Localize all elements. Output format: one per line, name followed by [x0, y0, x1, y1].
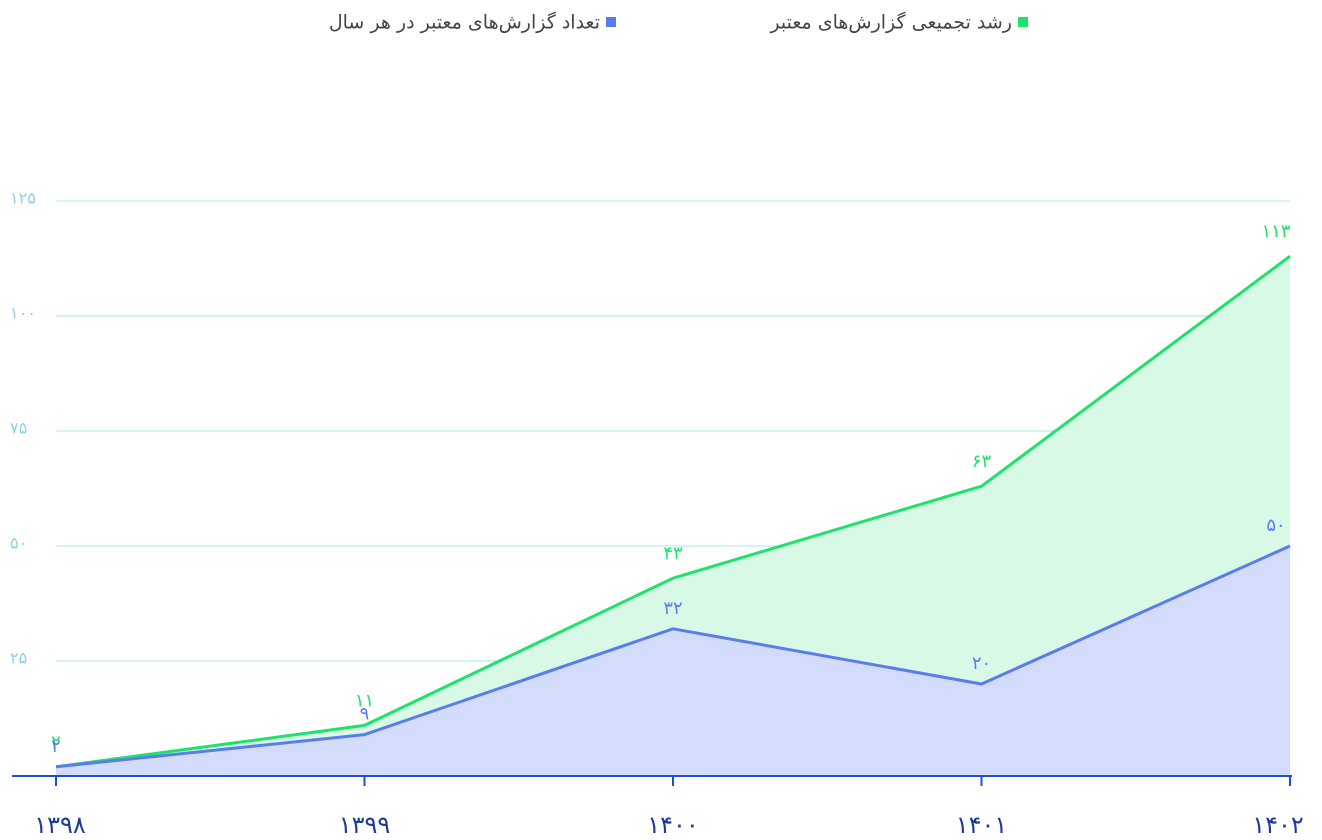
data-label: ۱۱	[355, 690, 374, 711]
y-tick-label: ۷۵	[10, 419, 27, 438]
legend-swatch	[1018, 17, 1028, 27]
legend-swatch	[606, 17, 616, 27]
data-label: ۱۱۳	[1261, 221, 1290, 242]
data-label: ۲	[51, 736, 61, 757]
data-label: ۲۰	[972, 653, 991, 674]
series-line	[55, 254, 1291, 769]
y-tick-label: ۱۰۰	[10, 304, 36, 323]
x-tick-label: ۱۳۹۹	[339, 811, 391, 839]
legend-label: رشد تجمیعی گزارش‌های معتبر	[769, 11, 1012, 34]
data-label: ۶۳	[972, 451, 992, 472]
data-label: ۳۲	[663, 598, 682, 619]
data-label: ۲	[51, 732, 61, 753]
x-tick-label: ۱۴۰۱	[956, 811, 1008, 839]
area-fill	[56, 256, 1290, 776]
x-tick-label: ۱۴۰۲	[1252, 811, 1304, 839]
y-tick-label: ۱۲۵	[10, 189, 36, 208]
x-tick-label: ۱۴۰۰	[647, 811, 699, 839]
area-fill	[56, 546, 1290, 776]
legend-label: تعداد گزارش‌های معتبر در هر سال	[329, 11, 600, 34]
x-tick-label: ۱۳۹۸	[34, 811, 86, 839]
data-label: ۹	[360, 704, 370, 725]
y-tick-label: ۵۰	[10, 534, 27, 553]
data-label: ۵۰	[1266, 515, 1285, 536]
y-tick-label: ۲۵	[10, 649, 27, 668]
data-label: ۴۳	[663, 543, 683, 564]
series-line	[55, 544, 1291, 769]
